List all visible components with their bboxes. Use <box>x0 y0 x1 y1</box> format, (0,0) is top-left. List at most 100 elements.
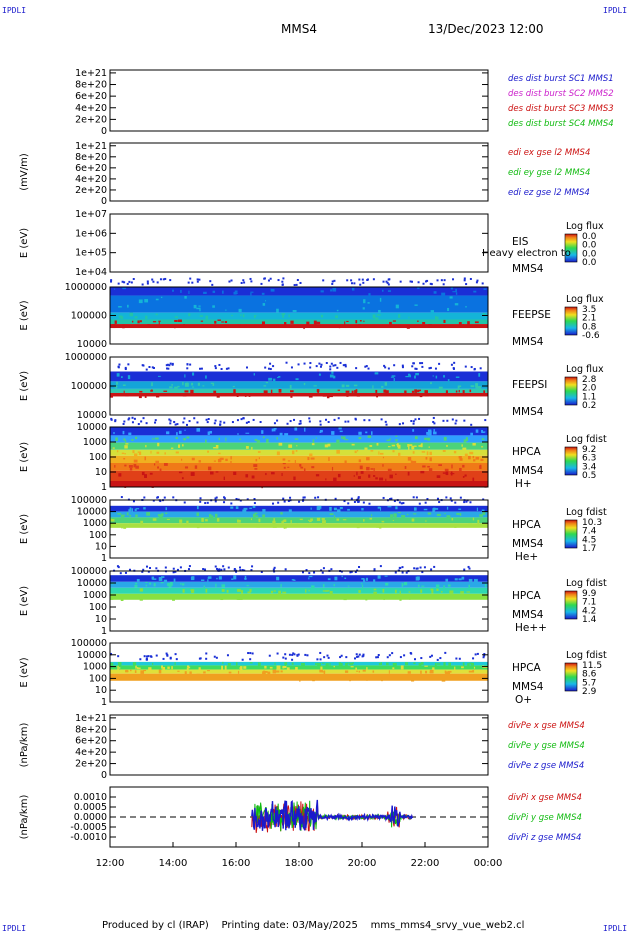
spectrogram-speckle <box>205 588 208 593</box>
spectrogram-speckle <box>293 284 296 287</box>
spectrogram-speckle <box>158 577 163 581</box>
spectrogram-speckle <box>323 656 326 659</box>
spectrogram-speckle <box>453 450 457 454</box>
spectrogram-speckle <box>244 393 247 397</box>
spectrogram-speckle <box>124 440 127 443</box>
spectrogram-speckle <box>334 364 337 367</box>
spectrogram-speckle <box>356 569 359 572</box>
spectrogram-speckle <box>145 565 148 568</box>
panel-frame <box>109 642 489 703</box>
spectrogram-speckle <box>308 577 310 580</box>
spectrogram-speckle <box>463 439 467 443</box>
spectrogram-speckle <box>182 381 184 386</box>
spectrogram-speckle <box>462 324 464 328</box>
spectrogram-speckle <box>212 523 215 525</box>
spectrogram-speckle <box>363 419 366 422</box>
spectrogram-speckle <box>469 389 472 393</box>
instrument-label: FEEPSI <box>512 379 547 391</box>
spectrogram-speckle <box>311 466 315 469</box>
spectrogram-speckle <box>171 363 174 366</box>
spectrogram-speckle <box>440 591 443 593</box>
spectrogram-speckle <box>378 663 381 666</box>
spectrogram-speckle <box>230 279 233 282</box>
spectrogram-speckle <box>346 320 349 323</box>
spectrogram-speckle <box>436 279 439 282</box>
spectrogram-speckle <box>413 445 417 447</box>
spectrogram-speckle <box>361 655 364 658</box>
spectrogram-speckle <box>379 565 382 568</box>
spectrogram-speckle <box>146 524 150 527</box>
spectrogram-speckle <box>408 445 410 450</box>
spectrogram-speckle <box>331 466 334 471</box>
spectrogram-speckle <box>450 363 453 366</box>
spectrogram-speckle <box>429 457 432 462</box>
spectrogram-speckle <box>407 471 410 476</box>
spectrogram-speckle <box>276 325 279 327</box>
spectrogram-speckle <box>384 420 387 423</box>
spectrogram-speckle <box>387 468 392 472</box>
spectrogram-speckle <box>350 279 353 282</box>
spectrogram-speckle <box>376 525 380 528</box>
spectrogram-speckle <box>267 393 270 397</box>
instrument-label: HPCA <box>512 519 542 531</box>
legend-entry: divPi x gse MMS4 <box>508 793 582 803</box>
spectrogram-speckle <box>119 572 122 575</box>
spectrogram-speckle <box>174 316 179 319</box>
spectrogram-speckle <box>282 277 285 280</box>
spectrogram-band <box>110 511 488 518</box>
spectrogram-speckle <box>471 482 476 485</box>
colorbar-tick-label: 3.5 <box>582 305 596 315</box>
spectrogram-speckle <box>291 450 295 455</box>
spectrogram-speckle <box>307 457 310 461</box>
spectrogram-speckle <box>409 280 412 283</box>
spectrogram-speckle <box>427 465 430 468</box>
spectrogram-speckle <box>269 277 272 280</box>
spectrogram-speckle <box>345 594 348 596</box>
spectrogram-speckle <box>469 501 472 504</box>
spectrogram-speckle <box>483 653 486 656</box>
spectrogram-speckle <box>199 500 202 503</box>
spectrogram-speckle <box>381 385 384 388</box>
y-tick-label: 0 <box>101 126 107 137</box>
spectrogram-speckle <box>408 481 412 485</box>
spectrogram-band <box>110 517 488 524</box>
spectrogram-speckle <box>420 657 423 660</box>
spectrogram-speckle <box>163 390 168 392</box>
spectrogram-speckle <box>253 315 256 319</box>
spectrogram-speckle <box>424 482 427 484</box>
spectrogram-speckle <box>232 385 235 388</box>
spectrogram-speckle <box>177 670 180 672</box>
spectrogram-speckle <box>454 666 456 670</box>
spectrogram-speckle <box>214 320 217 324</box>
spectrogram-speckle <box>417 584 420 587</box>
spectrogram-speckle <box>289 384 292 389</box>
spectrogram-speckle <box>186 363 189 366</box>
spectrogram-speckle <box>391 444 396 447</box>
spectrogram-speckle <box>261 321 266 325</box>
y-axis-label: (nPa/km) <box>19 723 30 768</box>
spectrogram-speckle <box>294 460 296 464</box>
spectrogram-speckle <box>313 385 317 387</box>
spectrogram-speckle <box>356 449 359 452</box>
spectrogram-speckle <box>415 496 418 499</box>
spectrogram-speckle <box>272 524 277 528</box>
footer-produced-by: Produced by cl (IRAP) <box>102 920 209 931</box>
y-tick-label: 8e+20 <box>75 724 107 735</box>
spectrogram-speckle <box>188 565 191 568</box>
instrument-label: MMS4 <box>512 336 544 348</box>
spectrogram-speckle <box>262 303 266 306</box>
spectrogram-speckle <box>405 571 408 574</box>
spectrogram-speckle <box>159 514 163 519</box>
spectrogram-speckle <box>438 464 442 467</box>
y-tick-label: -0.0010 <box>70 832 107 843</box>
spectrogram-speckle <box>217 319 221 321</box>
spectrogram-speckle <box>421 585 425 587</box>
spectrogram-speckle <box>155 298 159 301</box>
colorbar-tick-label: 4.2 <box>582 606 596 616</box>
colorbar <box>564 306 578 336</box>
spectrogram-speckle <box>236 393 239 398</box>
spectrogram-speckle <box>254 324 257 327</box>
spectrogram-speckle <box>179 566 182 569</box>
spectrogram-speckle <box>391 652 394 655</box>
spectrogram-speckle <box>284 433 289 436</box>
